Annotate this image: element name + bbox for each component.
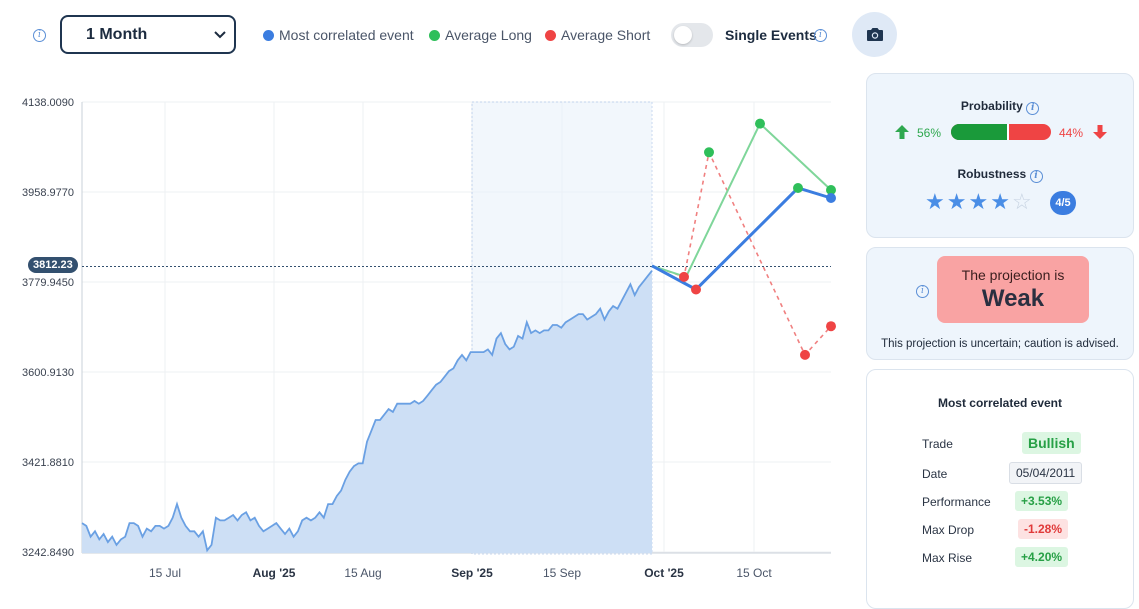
single-events-toggle[interactable] [671,23,713,47]
y-tick: 3779.9450 [22,277,74,289]
star-empty-icon: ☆ [1011,189,1032,214]
stat-label: Date [922,467,948,481]
probability-card: Probability i 56% 44% Robustness i ★ ★ ★ ★ ☆… [866,73,1134,238]
projection-lines [651,118,836,360]
projection-info-icon[interactable]: i [916,285,929,298]
probability-up: 56% [917,126,942,140]
period-select[interactable]: 1 Month [60,15,236,54]
legend-average-long[interactable]: Average Long [429,27,532,43]
robustness-info-icon[interactable]: i [1029,170,1043,183]
y-tick: 3600.9130 [22,367,74,379]
single-events-info-icon[interactable]: i [814,29,827,42]
robustness-stars: ★ ★ ★ ★ ☆ [925,191,1032,213]
x-tick: Aug '25 [252,566,296,580]
y-tick: 4138.0090 [22,97,74,109]
probability-bar [951,124,1051,140]
stat-label: Trade [922,437,953,451]
stat-label: Max Rise [922,551,973,565]
star-filled-icon: ★ [990,189,1010,214]
y-tick: 3958.9770 [22,187,74,199]
x-tick: Oct '25 [644,566,684,580]
max-rise-badge: +4.20% [1015,547,1069,567]
projection-line-0 [651,186,832,292]
projection-badge: The projection is Weak [937,256,1089,323]
single-events-label: Single Events [725,27,817,43]
performance-badge: +3.53% [1015,491,1069,511]
x-tick: 15 Jul [148,566,182,580]
projection-strength: Weak [981,285,1045,312]
legend-dot [545,29,556,41]
y-tick: 3421.8810 [22,457,74,469]
projection-line-2 [651,149,832,357]
max-drop-badge: -1.28% [1018,519,1069,539]
y-tick: 3242.8490 [22,547,74,559]
projection-note: This projection is uncertain; caution is… [881,338,1119,350]
legend-dot [263,29,274,41]
projection-point[interactable] [679,271,689,282]
projection-point[interactable] [691,284,701,295]
date-badge: 05/04/2011 [1009,462,1083,484]
event-card: Most correlated event [866,369,1134,609]
projection-line1: The projection is [961,267,1065,283]
projection-point[interactable] [800,349,810,360]
legend-average-short[interactable]: Average Short [545,27,650,43]
projection-card: i The projection is Weak This projection… [866,247,1134,360]
projection-line-1 [651,121,832,279]
projection-point[interactable] [826,193,836,203]
x-tick: Sep '25 [451,566,493,580]
probability-down: 44% [1059,126,1084,140]
star-filled-icon: ★ [946,189,967,214]
history-line [81,270,653,553]
history-area [82,270,652,553]
arrow-down-icon [1093,125,1107,139]
robustness-title: Robustness i [867,167,1133,183]
projection-point[interactable] [826,185,836,195]
legend-label: Most correlated event [279,27,414,43]
arrow-up-icon [895,125,909,139]
period-info-icon[interactable]: i [33,29,46,42]
probability-bar-fill [951,124,1009,140]
trade-badge: Bullish [1022,432,1081,454]
x-tick: 15 Sep [542,566,582,580]
current-value-badge: 3812.23 [28,257,78,273]
projection-point[interactable] [793,183,803,193]
probability-title: Probability i [867,99,1133,115]
projection-point[interactable] [704,147,714,158]
screenshot-button[interactable] [852,12,897,57]
star-filled-icon: ★ [968,189,989,214]
projection-point[interactable] [826,321,836,332]
legend-label: Average Long [445,27,532,43]
stat-label: Performance [922,495,991,509]
projection-point[interactable] [755,118,765,129]
period-select-value: 1 Month [86,25,148,43]
probability-info-icon[interactable]: i [1026,102,1040,115]
stat-label: Max Drop [922,523,975,537]
chevron-down-icon [214,30,226,38]
camera-icon [866,28,883,41]
toggle-knob [674,26,692,44]
legend-most-correlated[interactable]: Most correlated event [263,27,414,43]
x-tick: 15 Oct [736,566,772,580]
x-tick: 15 Aug [344,566,382,580]
event-title: Most correlated event [937,396,1063,410]
legend-dot [429,29,440,41]
robustness-score: 4/5 [1050,191,1076,215]
price-chart[interactable] [0,0,860,597]
star-filled-icon: ★ [925,189,945,214]
legend-label: Average Short [561,27,651,43]
